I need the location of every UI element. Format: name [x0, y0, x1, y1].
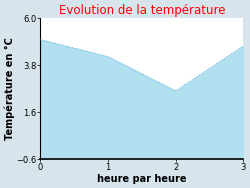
- Y-axis label: Température en °C: Température en °C: [4, 37, 15, 140]
- Title: Evolution de la température: Evolution de la température: [58, 4, 225, 17]
- X-axis label: heure par heure: heure par heure: [97, 174, 186, 184]
